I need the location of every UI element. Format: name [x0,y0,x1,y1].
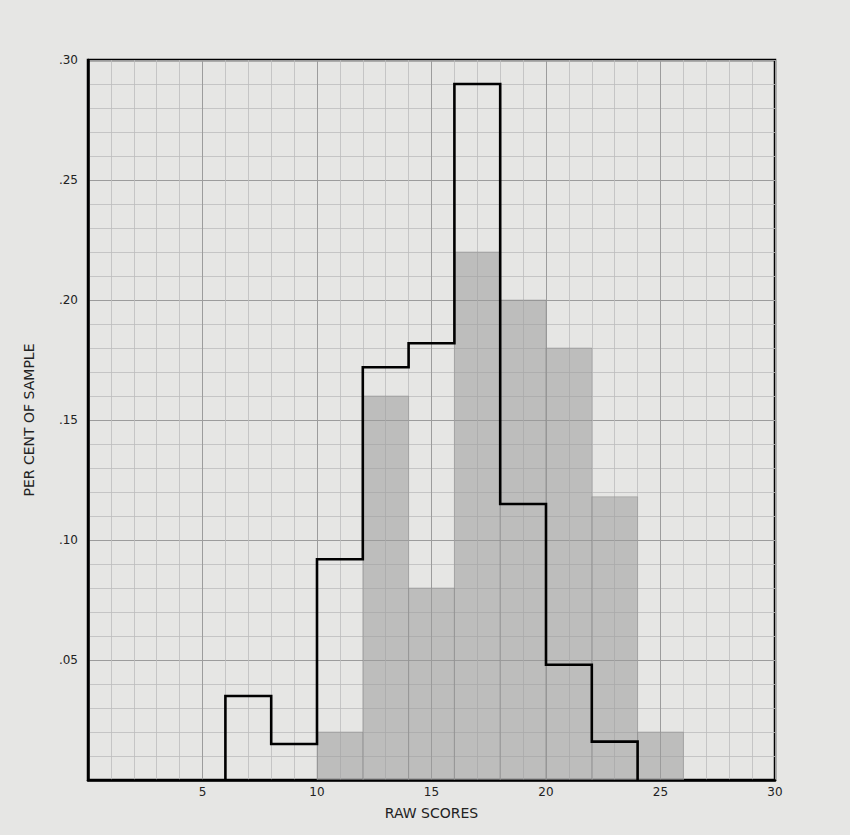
svg-text:15: 15 [424,785,439,799]
svg-text:10: 10 [309,785,324,799]
svg-text:5: 5 [199,785,207,799]
svg-text:.15: .15 [59,413,78,427]
svg-text:.20: .20 [59,293,78,307]
svg-text:.25: .25 [59,173,78,187]
svg-text:30: 30 [767,785,782,799]
svg-text:25: 25 [653,785,668,799]
svg-text:20: 20 [538,785,553,799]
svg-text:PER CENT OF SAMPLE: PER CENT OF SAMPLE [21,344,37,497]
svg-text:.10: .10 [59,533,78,547]
svg-text:.05: .05 [59,653,78,667]
svg-text:RAW SCORES: RAW SCORES [385,805,479,821]
svg-text:.30: .30 [59,53,78,67]
